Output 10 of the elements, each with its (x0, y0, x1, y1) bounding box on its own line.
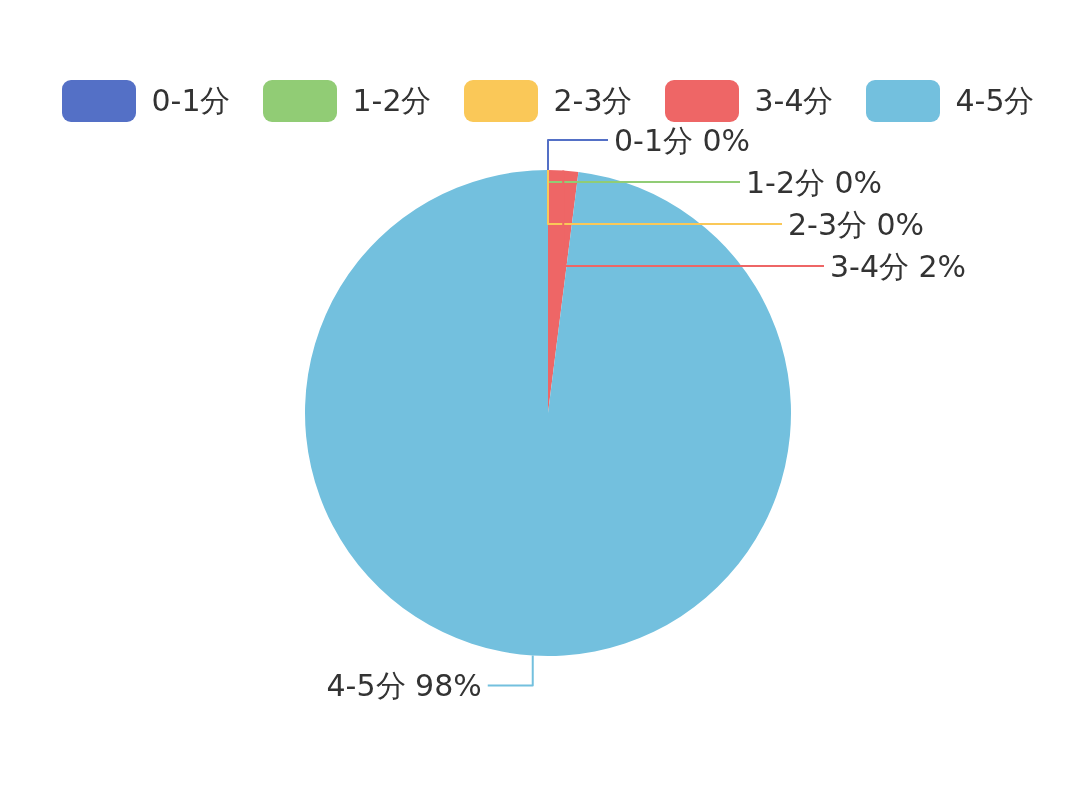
legend-label: 3-4分 (754, 81, 834, 120)
legend-label: 1-2分 (352, 81, 432, 120)
category-label: 2-3分 0% (788, 206, 925, 242)
category-label: 3-4分 2% (830, 248, 967, 284)
category-label: 4-5分 98% (326, 667, 482, 703)
legend-label: 2-3分 (553, 81, 633, 120)
category-label: 0-1分 0% (614, 122, 751, 158)
legend-label: 0-1分 (151, 81, 231, 120)
legend-label: 4-5分 (955, 81, 1035, 120)
category-label: 1-2分 0% (746, 164, 883, 200)
